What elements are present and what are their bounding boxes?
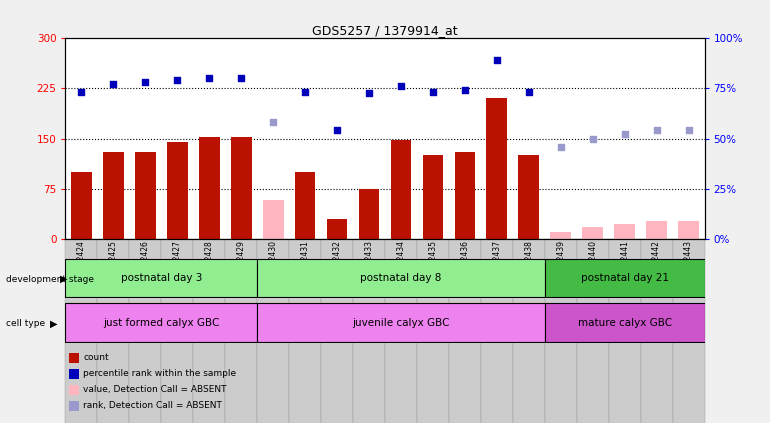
Bar: [480, 239, 513, 423]
Bar: [97, 239, 129, 423]
Text: ▶: ▶: [50, 319, 58, 329]
Point: [618, 130, 631, 137]
Bar: [614, 224, 635, 239]
Bar: [518, 155, 539, 239]
Point: [523, 89, 535, 96]
Text: juvenile calyx GBC: juvenile calyx GBC: [352, 318, 450, 327]
Bar: [417, 239, 449, 423]
Bar: [582, 227, 603, 239]
Bar: [167, 142, 188, 239]
Bar: [295, 172, 316, 239]
Bar: [135, 152, 156, 239]
Point: [587, 135, 599, 142]
Bar: [65, 239, 97, 423]
Bar: [231, 137, 252, 239]
Text: value, Detection Call = ABSENT: value, Detection Call = ABSENT: [83, 385, 226, 394]
Text: percentile rank within the sample: percentile rank within the sample: [83, 369, 236, 378]
Point: [267, 118, 280, 125]
Text: count: count: [83, 353, 109, 362]
Text: ▶: ▶: [60, 274, 68, 284]
Point: [427, 89, 439, 96]
Bar: [551, 232, 571, 239]
Point: [331, 126, 343, 133]
Bar: [257, 303, 545, 342]
Text: rank, Detection Call = ABSENT: rank, Detection Call = ABSENT: [83, 401, 222, 410]
Bar: [353, 239, 385, 423]
Bar: [257, 259, 545, 297]
Point: [235, 74, 247, 81]
Point: [459, 87, 471, 94]
Point: [171, 77, 183, 84]
Bar: [544, 239, 577, 423]
Bar: [129, 239, 161, 423]
Bar: [672, 239, 705, 423]
Bar: [263, 200, 283, 239]
Title: GDS5257 / 1379914_at: GDS5257 / 1379914_at: [312, 24, 458, 37]
Bar: [678, 221, 699, 239]
Text: postnatal day 3: postnatal day 3: [121, 273, 202, 283]
Point: [363, 90, 375, 96]
Bar: [359, 189, 380, 239]
Bar: [641, 239, 672, 423]
Bar: [385, 239, 417, 423]
Bar: [257, 239, 289, 423]
Bar: [423, 155, 444, 239]
Point: [203, 74, 216, 81]
Point: [490, 56, 503, 63]
Point: [75, 88, 88, 95]
Bar: [161, 239, 193, 423]
Bar: [513, 239, 544, 423]
Bar: [289, 239, 321, 423]
Bar: [390, 140, 411, 239]
Point: [682, 127, 695, 134]
Point: [395, 83, 407, 90]
Text: just formed calyx GBC: just formed calyx GBC: [103, 318, 219, 327]
Bar: [65, 303, 257, 342]
Point: [554, 143, 567, 150]
Text: cell type: cell type: [6, 319, 45, 328]
Bar: [577, 239, 608, 423]
Bar: [65, 259, 257, 297]
Bar: [487, 99, 507, 239]
Bar: [608, 239, 641, 423]
Text: mature calyx GBC: mature calyx GBC: [578, 318, 671, 327]
Bar: [193, 239, 225, 423]
Point: [139, 79, 152, 86]
Bar: [454, 152, 475, 239]
Text: postnatal day 21: postnatal day 21: [581, 273, 668, 283]
Bar: [71, 172, 92, 239]
Bar: [545, 303, 705, 342]
Bar: [449, 239, 480, 423]
Bar: [103, 152, 124, 239]
Point: [299, 88, 311, 95]
Text: development stage: development stage: [6, 275, 94, 284]
Text: postnatal day 8: postnatal day 8: [360, 273, 442, 283]
Bar: [326, 219, 347, 239]
Point: [651, 127, 663, 134]
Bar: [545, 259, 705, 297]
Bar: [646, 221, 667, 239]
Bar: [199, 137, 219, 239]
Point: [107, 80, 119, 87]
Bar: [225, 239, 257, 423]
Bar: [321, 239, 353, 423]
